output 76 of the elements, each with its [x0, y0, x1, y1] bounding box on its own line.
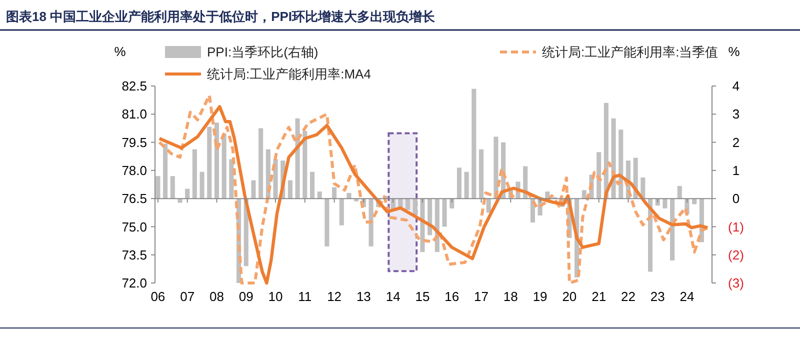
y-tick-label: 75.0 [122, 219, 147, 234]
bar [677, 186, 682, 199]
y-tick-label: 72.0 [122, 276, 147, 291]
bar [456, 168, 462, 199]
bar [229, 159, 234, 199]
bar [302, 131, 308, 199]
x-tick-label: 13 [356, 289, 371, 304]
y2-tick-label: (3) [728, 276, 744, 291]
y2-tick-label: 3 [732, 106, 740, 122]
bar [420, 198, 425, 252]
legend-label: PPI:当季环比(右轴) [207, 44, 318, 60]
x-tick-label: 21 [592, 289, 606, 304]
bar [200, 172, 204, 199]
bar [478, 149, 484, 199]
x-tick-label: 15 [415, 289, 430, 304]
y-tick-label: 82.5 [122, 78, 147, 94]
x-tick-label: 18 [503, 289, 518, 304]
x-tick-label: 12 [327, 289, 342, 304]
bar [273, 159, 278, 199]
bar [412, 198, 418, 216]
bar [486, 198, 491, 213]
bar [332, 187, 337, 199]
x-tick-label: 14 [386, 289, 400, 304]
bar [251, 180, 256, 199]
x-tick-label: 07 [180, 289, 195, 304]
x-tick-label: 16 [444, 289, 460, 304]
y2-tick-label: 0 [732, 191, 740, 206]
bar [163, 144, 168, 199]
bar [156, 176, 160, 199]
bar [178, 198, 182, 203]
bar [398, 198, 403, 208]
y-tick-label: 78.0 [122, 162, 147, 178]
x-tick-label: 09 [238, 289, 254, 304]
x-tick-label: 10 [268, 289, 283, 304]
bar [582, 190, 586, 199]
bar [346, 192, 352, 199]
y-axis-title: % [114, 44, 126, 59]
bar [170, 176, 175, 199]
bar [324, 198, 330, 246]
bar [368, 198, 374, 246]
x-tick-label: 19 [532, 289, 548, 304]
y-tick-label: 81.0 [122, 106, 147, 122]
bar [288, 180, 292, 199]
y2-tick-label: 1 [732, 162, 740, 178]
bar [317, 192, 322, 199]
y2-tick-label: 2 [732, 134, 740, 150]
bar [339, 198, 344, 226]
bar [185, 188, 190, 199]
y2-tick-label: (1) [728, 219, 744, 234]
y2-tick-label: (2) [728, 247, 744, 262]
x-tick-label: 08 [209, 289, 224, 304]
legend-label: 统计局:工业产能利用率:当季值 [542, 44, 718, 60]
y-tick-label: 76.5 [122, 191, 147, 206]
bar [406, 198, 410, 210]
bar [207, 126, 212, 199]
x-tick-label: 24 [680, 289, 694, 304]
bar [192, 149, 197, 199]
x-tick-label: 20 [562, 289, 577, 304]
y2-axis-title: % [728, 44, 740, 59]
bar [222, 134, 226, 199]
chart-title: 图表18 中国工业企业产能利用率处于低位时，PPI环比增速大多出现负增长 [6, 9, 436, 24]
x-tick-label: 06 [150, 289, 166, 304]
bar [472, 88, 476, 199]
x-tick-label: 23 [650, 289, 665, 304]
bar [258, 128, 264, 199]
bar [310, 172, 315, 199]
x-tick-label: 11 [298, 289, 312, 304]
bar [464, 172, 469, 199]
bar [662, 198, 668, 208]
legend-label: 统计局:工业产能利用率:MA4 [207, 66, 371, 82]
bar [442, 198, 447, 227]
y2-tick-label: 4 [732, 78, 740, 94]
x-tick-label: 22 [620, 289, 636, 304]
y-tick-label: 79.5 [122, 134, 147, 150]
y-tick-label: 73.5 [122, 247, 147, 262]
x-tick-label: 17 [474, 289, 488, 304]
